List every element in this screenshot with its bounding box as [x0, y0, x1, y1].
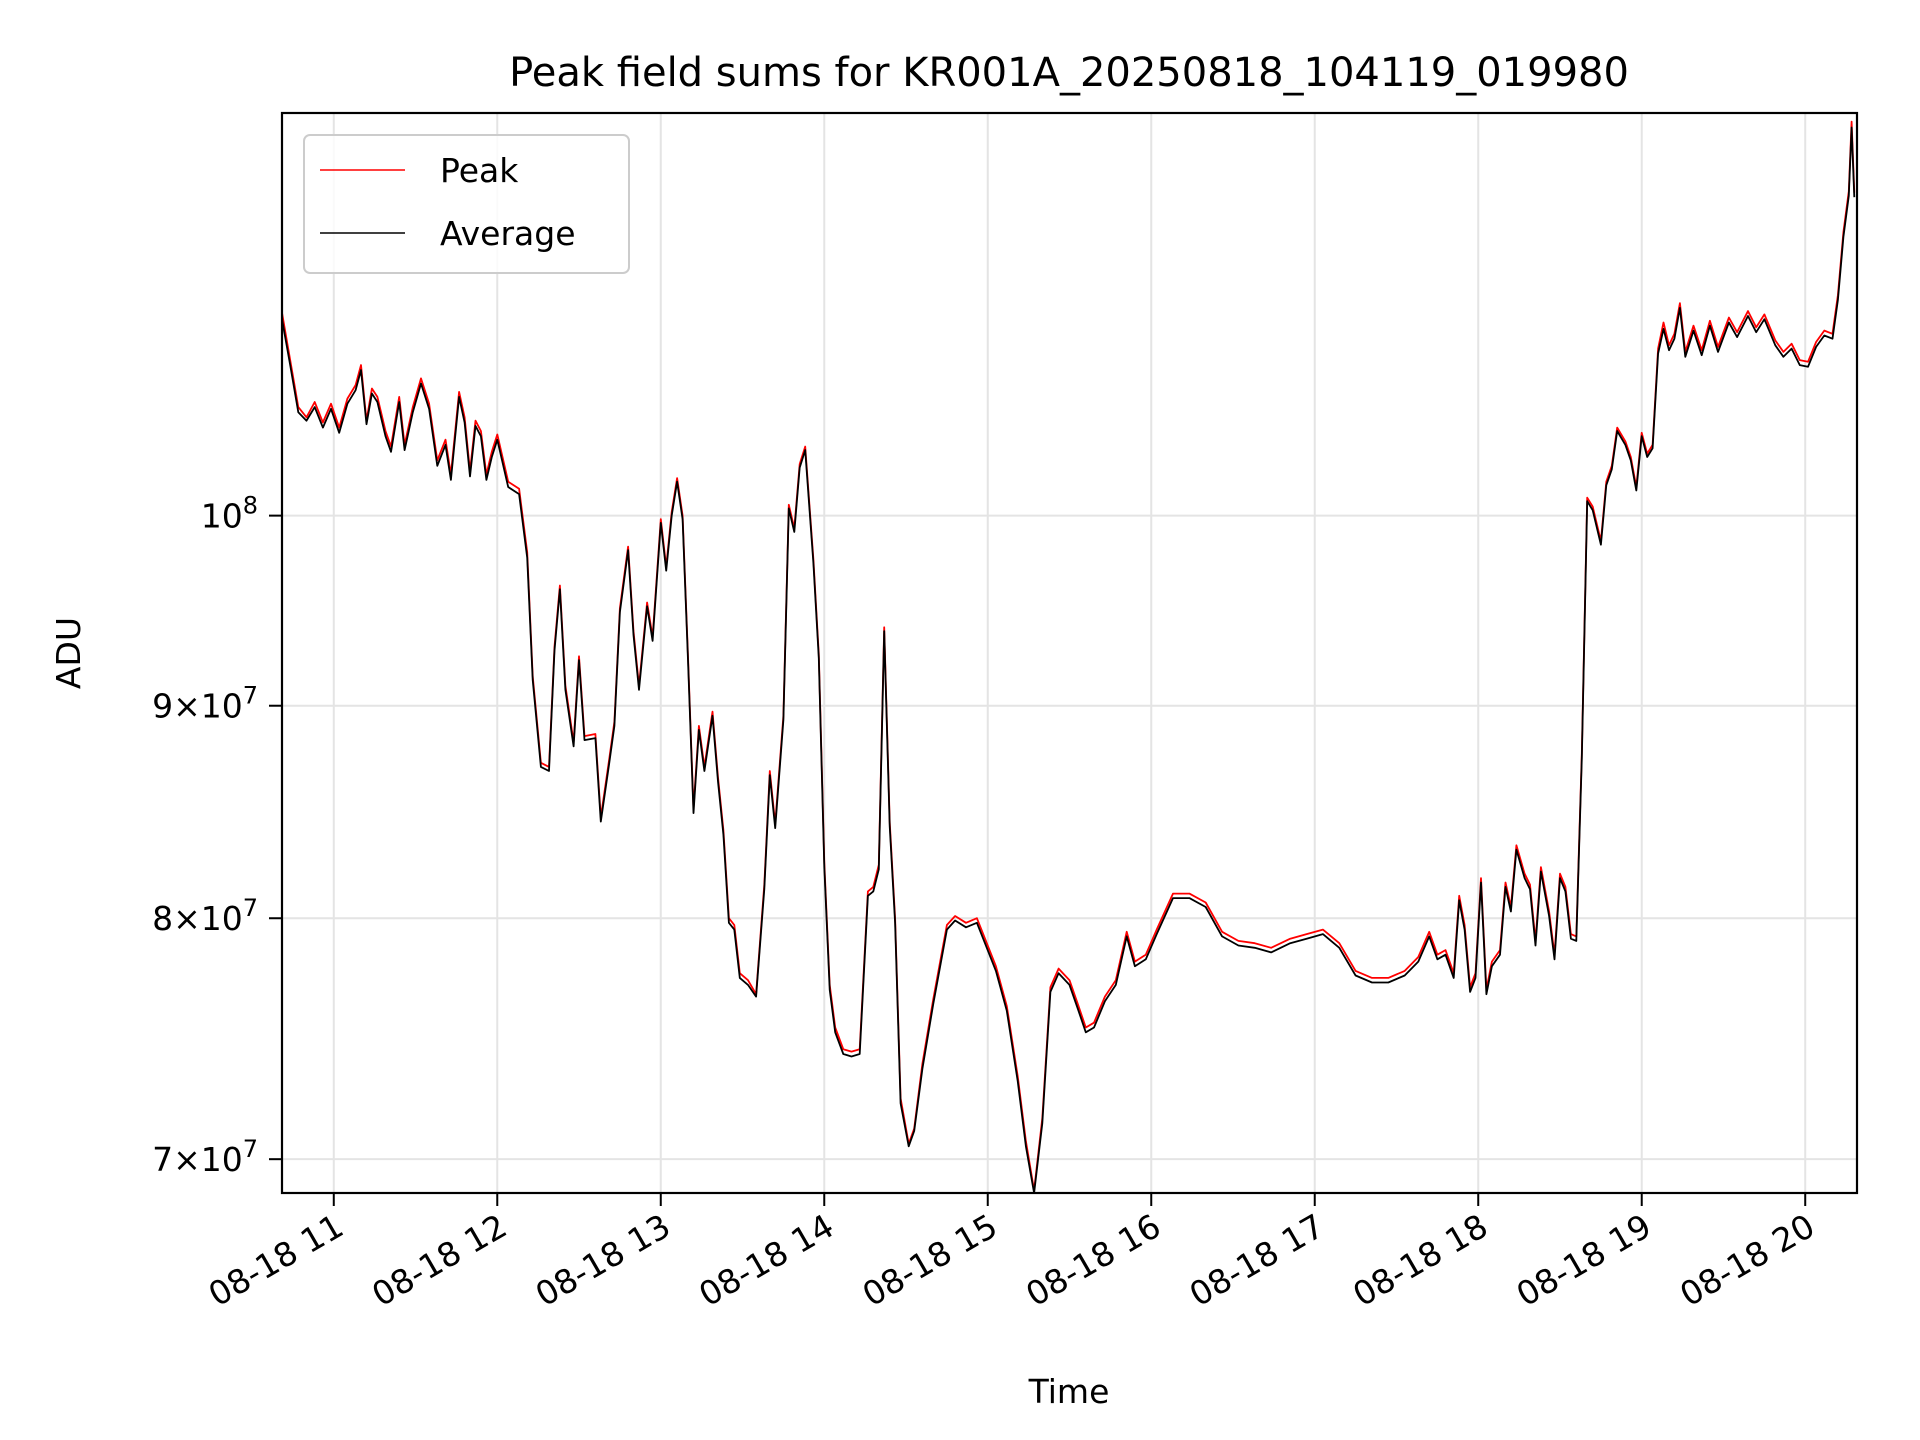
y-tick-label-2: 9×107	[152, 682, 258, 726]
series-line-average	[282, 126, 1856, 1193]
legend-label-average: Average	[440, 214, 576, 253]
series-layer	[282, 120, 1856, 1193]
y-axis: 7×107 8×107 9×107 108	[152, 492, 282, 1179]
y-tick-label-1: 8×107	[152, 894, 258, 938]
y-tick-label-0: 7×107	[152, 1135, 258, 1179]
plot-area-frame	[280, 111, 1859, 1195]
y-axis-label: ADU	[49, 617, 88, 689]
grid-layer	[282, 113, 1857, 1193]
legend-label-peak: Peak	[440, 151, 519, 190]
y-tick-label-3: 108	[201, 492, 258, 536]
chart-title: Peak field sums for KR001A_20250818_1041…	[509, 50, 1629, 96]
x-axis-label: Time	[1028, 1372, 1110, 1411]
legend: Peak Average	[303, 134, 630, 274]
